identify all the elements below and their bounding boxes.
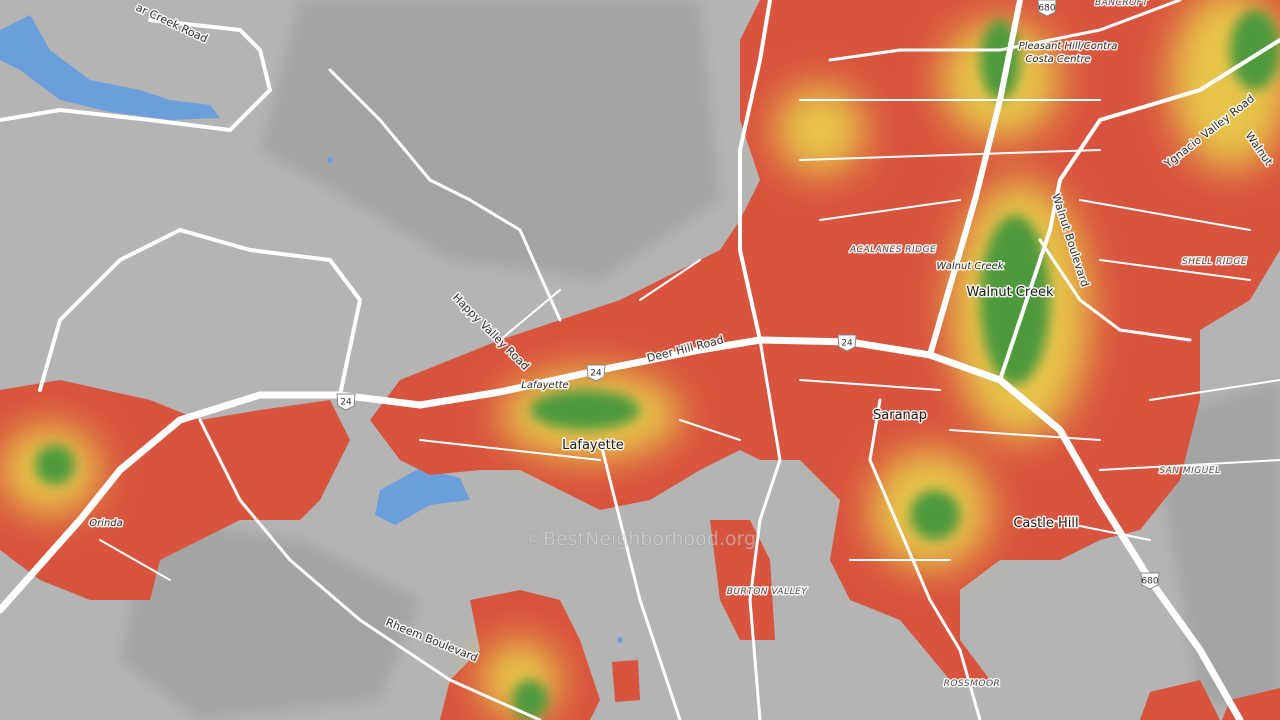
watermark: ©BestNeighborhood.org: [524, 528, 756, 550]
place-label: SHELL RIDGE: [1182, 257, 1247, 267]
place-label: Pleasant Hill/Contra: [1019, 41, 1118, 52]
place-label: Lafayette: [521, 380, 568, 391]
shield-label: 680: [1141, 577, 1158, 587]
shields: 680 24 24 24 680: [336, 0, 1160, 590]
place-label: Walnut Creek: [936, 261, 1004, 272]
heat-green: [35, 10, 1280, 720]
place-label: BURTON VALLEY: [727, 587, 809, 597]
place-label: BANCROFT: [1095, 0, 1149, 8]
place-label: Orinda: [89, 518, 123, 529]
shield-label: 24: [340, 398, 352, 408]
city-label: Walnut Creek: [967, 285, 1054, 300]
terrain: [120, 0, 1280, 720]
place-label: Costa Centre: [1025, 54, 1090, 65]
place-label: ROSSMOOR: [944, 679, 1001, 689]
place-label: ACALANES RIDGE: [849, 245, 936, 255]
place-label: Castle Hill: [1013, 516, 1078, 531]
place-label: SAN MIGUEL: [1159, 466, 1220, 476]
place-label: Saranap: [873, 408, 927, 423]
shield-label: 24: [590, 369, 602, 379]
shield-label: 24: [841, 339, 853, 349]
city-label: Lafayette: [562, 438, 624, 453]
shield-label: 680: [1038, 4, 1055, 14]
